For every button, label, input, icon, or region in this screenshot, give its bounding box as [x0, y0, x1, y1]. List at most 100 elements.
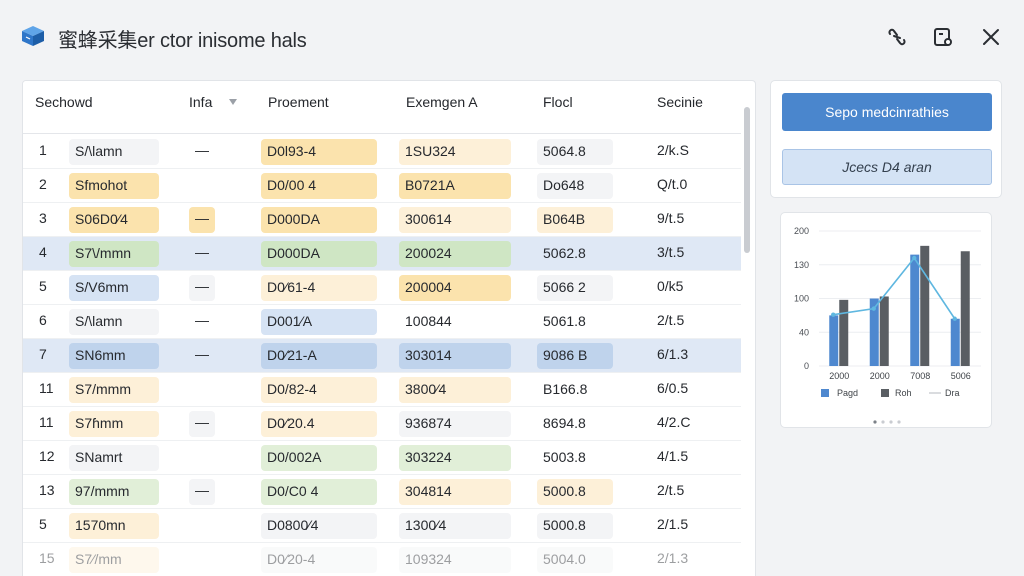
- close-icon: [983, 29, 999, 45]
- table-row[interactable]: 1 S/\lamn — D0l93-4 1SU324 5064.8 2/k.S: [23, 135, 741, 169]
- column-header-secinie[interactable]: Secinie: [657, 94, 703, 110]
- cell-sechowd: SNamrt: [69, 445, 159, 471]
- row-number: 2: [39, 176, 47, 192]
- chart-y-tick-label: 0: [804, 361, 809, 371]
- cell-infa: —: [195, 312, 209, 328]
- cell-proement: D0/C0 4: [261, 479, 377, 505]
- row-number: 13: [39, 482, 55, 498]
- cell-infa: —: [189, 411, 215, 437]
- cell-sechowd: S7/mmm: [69, 377, 159, 403]
- primary-action-button[interactable]: Sepo medcinrathies: [782, 93, 992, 131]
- scrollbar-thumb[interactable]: [744, 107, 750, 253]
- legend-swatch-roh: [881, 389, 889, 397]
- title-bar: 蜜蜂采集er ctor inisome hals: [0, 0, 1024, 72]
- cell-secinie: 6/1.3: [657, 346, 689, 362]
- cell-infa: [189, 173, 215, 199]
- cell-flocl: 8694.8: [543, 415, 586, 431]
- cell-sechowd: S7ɦmm: [69, 411, 159, 437]
- chart-bar-pagd: [910, 254, 920, 366]
- table-row[interactable]: 11 S7ɦmm — D0⁄20.4 936874 8694.8 4/2.C: [23, 407, 741, 441]
- row-number: 15: [39, 550, 55, 566]
- cell-infa: [189, 513, 215, 539]
- chart-page-dot: [873, 420, 877, 424]
- table-scrollbar[interactable]: [743, 103, 751, 576]
- cell-exemgen: 1300⁄4: [399, 513, 511, 539]
- cell-infa: —: [195, 244, 209, 260]
- table-row[interactable]: 3 S06D0⁄4 — D000DA 300614 B064B 9/t.5: [23, 203, 741, 237]
- cell-proement: D0⁄20.4: [261, 411, 377, 437]
- column-header-infa[interactable]: Infa: [189, 94, 213, 110]
- chart-x-tick-label: 2000: [829, 371, 849, 381]
- cell-proement: D0/00 4: [261, 173, 377, 199]
- cell-secinie: 2/k.S: [657, 142, 689, 158]
- table-row[interactable]: 12 SNamrt D0/002A 303224 5003.8 4/1.5: [23, 441, 741, 475]
- cell-secinie: 2/t.5: [657, 312, 685, 328]
- cell-exemgen: 303224: [399, 445, 511, 471]
- table-row[interactable]: 11 S7/mmm D0/82-4 3800⁄4 B166.8 6/0.5: [23, 373, 741, 407]
- export-icon: [934, 28, 952, 46]
- row-number: 3: [39, 210, 47, 226]
- chart-bar-roh: [839, 299, 849, 366]
- cell-secinie: 0/k5: [657, 278, 684, 294]
- legend-label-dra: Dra: [945, 388, 960, 398]
- cell-flocl: 5003.8: [543, 449, 586, 465]
- table-row[interactable]: 6 S/\lamn — D001⁄A 100844 5061.8 2/t.5: [23, 305, 741, 339]
- chart-bar-roh: [960, 251, 970, 366]
- link-button[interactable]: [884, 24, 910, 50]
- column-header-exemgen[interactable]: Exemgen A: [406, 94, 478, 110]
- table-row[interactable]: 2 Sfmohot D0/00 4 B0721A Do648 Q/t.0: [23, 169, 741, 203]
- table-row[interactable]: 5 1570mn D0800⁄4 1300⁄4 5000.8 2/1.5: [23, 509, 741, 543]
- cell-proement: D0l93-4: [261, 139, 377, 165]
- close-button[interactable]: [978, 24, 1004, 50]
- cell-flocl: 5066 2: [537, 275, 613, 301]
- cell-proement: D0/82-4: [261, 377, 377, 403]
- row-number: 5: [39, 516, 47, 532]
- row-number: 1: [39, 142, 47, 158]
- table-row[interactable]: 15 S7⁄/mm D0⁄20-4 109324 5004.0 2/1.3: [23, 543, 741, 576]
- chart-bar-pagd: [829, 315, 839, 366]
- cell-exemgen: 1SU324: [399, 139, 511, 165]
- cell-proement: D0⁄61-4: [261, 275, 377, 301]
- chart-x-tick-label: 7008: [910, 371, 930, 381]
- cell-flocl: 5062.8: [543, 245, 586, 261]
- cell-sechowd: S7⁄/mm: [69, 547, 159, 573]
- bar-line-chart: 200 130 100 40 0 2000 2000 7008 5006 Pаgd Roh Dra: [794, 226, 981, 424]
- row-number: 11: [39, 380, 54, 396]
- table-row[interactable]: 13 97/mmm — D0/C0 4 304814 5000.8 2/t.5: [23, 475, 741, 509]
- chart-line-series: [833, 256, 956, 320]
- table-row[interactable]: 7 SN6mm — D0⁄21-A 303014 9086 B 6/1.3: [23, 339, 741, 373]
- chart-bar-pagd: [950, 318, 960, 366]
- cell-sechowd: 97/mmm: [69, 479, 159, 505]
- cell-proement: D000DA: [261, 207, 377, 233]
- row-number: 5: [39, 278, 47, 294]
- column-header-flocl[interactable]: Flocl: [543, 94, 573, 110]
- cell-secinie: 6/0.5: [657, 380, 689, 396]
- row-number: 6: [39, 312, 47, 328]
- app-logo-icon: [22, 26, 44, 46]
- column-header-proement[interactable]: Proement: [268, 94, 329, 110]
- cell-secinie: 4/1.5: [657, 448, 689, 464]
- cell-sechowd: S06D0⁄4: [69, 207, 159, 233]
- secondary-action-button[interactable]: Jcecs D4 aran: [782, 149, 992, 185]
- cell-sechowd: S/\lamn: [69, 309, 159, 335]
- column-header-sechowd[interactable]: Sechowd: [35, 94, 93, 110]
- export-button[interactable]: [930, 24, 956, 50]
- table-row[interactable]: 4 S7\/mmn — D000DA 200024 5062.8 3/t.5: [23, 237, 741, 271]
- chart-line-point: [871, 306, 876, 311]
- chart-page-dot: [881, 420, 885, 424]
- cell-flocl: 5061.8: [543, 313, 586, 329]
- cell-exemgen: B0721A: [399, 173, 511, 199]
- cell-exemgen: 200004: [399, 275, 511, 301]
- actions-panel: Sepo medcinrathies Jcecs D4 aran: [770, 80, 1002, 198]
- chart-line-point: [912, 255, 917, 261]
- cell-proement: D001⁄A: [261, 309, 377, 335]
- cell-proement: D0⁄21-A: [261, 343, 377, 369]
- row-number: 4: [39, 244, 47, 260]
- table-row[interactable]: 5 S/V6mm — D0⁄61-4 200004 5066 2 0/k5: [23, 271, 741, 305]
- cell-exemgen: 109324: [399, 547, 511, 573]
- sort-down-icon[interactable]: [229, 99, 237, 105]
- cell-secinie: 2/1.3: [657, 550, 689, 566]
- cell-flocl: 5004.0: [537, 547, 613, 573]
- chart-bar-roh: [879, 296, 889, 366]
- cell-exemgen: 936874: [399, 411, 511, 437]
